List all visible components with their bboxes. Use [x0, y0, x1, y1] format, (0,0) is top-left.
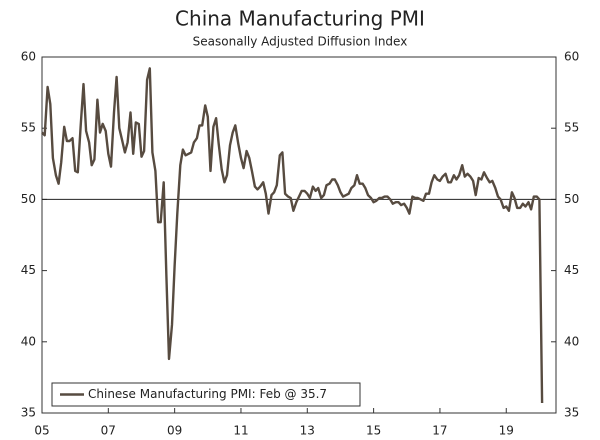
legend-label: Chinese Manufacturing PMI: Feb @ 35.7	[88, 387, 327, 401]
y-tick-label: 35	[21, 406, 36, 420]
x-tick-label: 07	[101, 424, 116, 438]
x-tick-label: 09	[167, 424, 182, 438]
x-tick-label: 19	[499, 424, 514, 438]
y2-tick-label: 40	[564, 334, 579, 348]
y2-tick-label: 45	[564, 263, 579, 277]
x-tick-label: 05	[34, 424, 49, 438]
y-tick-label: 50	[21, 192, 36, 206]
x-tick-label: 11	[233, 424, 248, 438]
chart-title: China Manufacturing PMI	[175, 7, 425, 31]
plot-frame	[41, 56, 557, 414]
y-tick-label: 45	[21, 263, 36, 277]
x-tick-label: 13	[300, 424, 315, 438]
y-tick-label: 55	[21, 121, 36, 135]
y2-tick-label: 50	[564, 192, 579, 206]
y2-tick-label: 60	[564, 50, 579, 64]
chart-subtitle: Seasonally Adjusted Diffusion Index	[193, 35, 408, 49]
y2-tick-label: 55	[564, 121, 579, 135]
series-line	[41, 67, 544, 404]
x-tick-label: 17	[432, 424, 447, 438]
y-tick-label: 60	[21, 50, 36, 64]
x-tick-label: 15	[366, 424, 381, 438]
y-tick-label: 40	[21, 334, 36, 348]
legend-box	[51, 382, 361, 407]
y2-tick-label: 35	[564, 406, 579, 420]
